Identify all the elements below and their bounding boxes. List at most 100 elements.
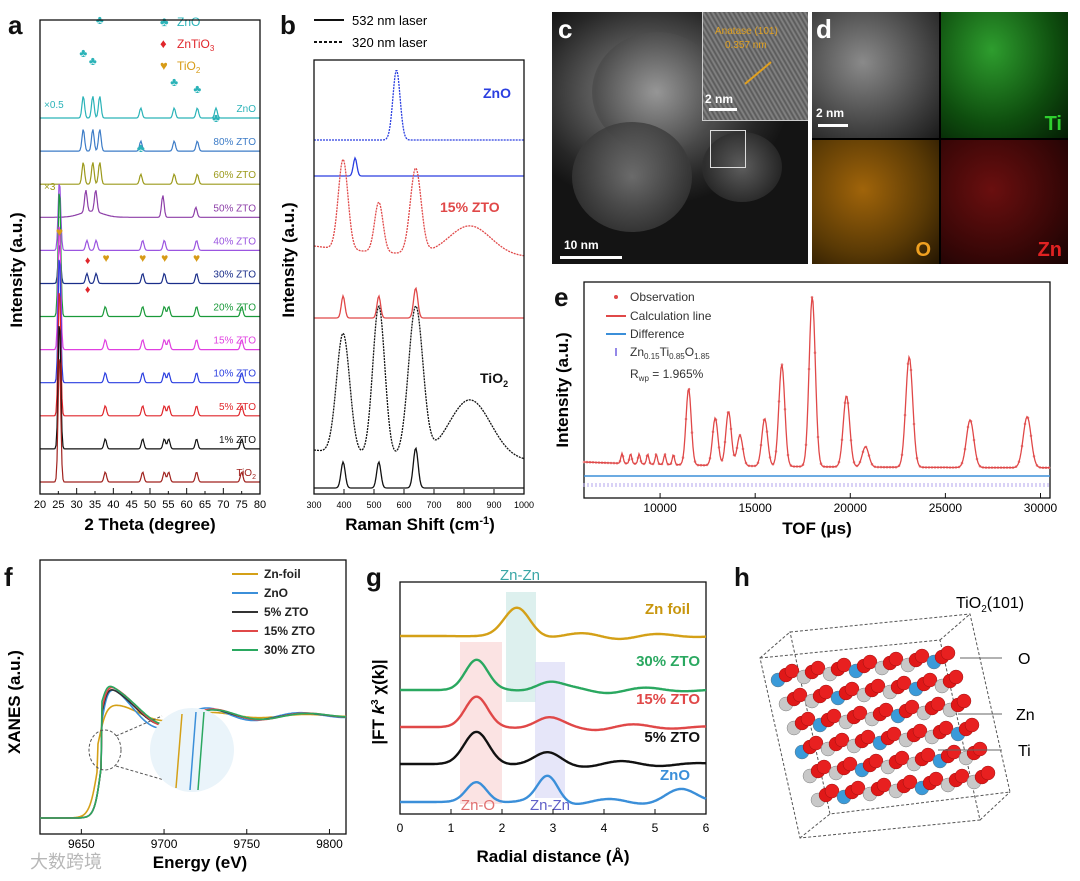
o-atom — [938, 720, 954, 736]
raman-frame — [313, 59, 525, 495]
panel-label-g: g — [366, 562, 382, 592]
xrd-curve-4 — [40, 183, 260, 251]
o-atom — [930, 696, 946, 712]
exafs-chart: Zn-Zn Zn foil 30% ZTO 15% ZTO 5% ZTO ZnO… — [369, 567, 710, 866]
legend-phase: Zn0.15Ti0.85O1.85 — [630, 345, 710, 361]
inset-spacing-label: 0.357 nm — [725, 40, 767, 51]
exafs-ticklabel-5: 5 — [652, 821, 659, 835]
tof-ylabel: Intensity (a.u.) — [553, 332, 572, 447]
o-atom — [826, 708, 842, 724]
xrd-label-3: 50% ZTO — [213, 203, 256, 214]
xrd-ticklabel-2: 30 — [71, 499, 83, 511]
o-atom — [850, 780, 866, 796]
zno-marker-6: ♣ — [212, 111, 220, 125]
watermark: 大数跨境 — [30, 852, 102, 872]
raman-ticklabel-0: 300 — [306, 500, 321, 510]
label-zn-zn-top: Zn-Zn — [500, 567, 540, 584]
inset-scale-label: 2 nm — [705, 92, 734, 106]
tof-ticklabel-3: 25000 — [929, 501, 963, 515]
o-atom — [824, 783, 840, 799]
raman-curve-1 — [314, 156, 524, 177]
exafs-ticklabel-3: 3 — [550, 821, 557, 835]
o-atom — [954, 768, 970, 784]
xrd-ticklabel-9: 65 — [199, 499, 211, 511]
xrd-curve-5 — [40, 243, 260, 285]
grain-bright-2 — [572, 122, 692, 232]
xrd-ticklabel-5: 45 — [126, 499, 138, 511]
xrd-ticklabel-4: 40 — [107, 499, 119, 511]
tof-ticklabel-0: 10000 — [643, 501, 677, 515]
o-atom — [834, 732, 850, 748]
panel-f: f Zn-foil ZnO 5% ZTO 15% ZTO 30% ZTO 9650 970… — [0, 552, 360, 876]
xrd-label-0: ZnO — [237, 104, 257, 115]
o-atom — [914, 648, 930, 664]
exafs-xlabel: Radial distance (Å) — [476, 847, 629, 866]
tof-xlabel: TOF (μs) — [782, 519, 852, 538]
xanes-legend-3: 15% ZTO — [264, 624, 315, 638]
zntio3-marker-1: ♦ — [85, 284, 91, 296]
o-atom — [844, 681, 860, 697]
o-atom — [860, 729, 876, 745]
xrd-label-9: 5% ZTO — [219, 402, 256, 413]
o-atom — [836, 657, 852, 673]
xrd-ticklabel-12: 80 — [254, 499, 266, 511]
tof-ticklabel-4: 30000 — [1024, 501, 1058, 515]
zoom-line-zno — [189, 711, 197, 791]
zoom-circle-small — [88, 729, 122, 771]
legend-difference: Difference — [630, 327, 685, 341]
raman-label-tio2: TiO2 — [480, 370, 508, 389]
cell-edge-3 — [979, 791, 1011, 821]
raman-ticklabel-2: 500 — [366, 500, 381, 510]
o-atom — [912, 723, 928, 739]
o-atom — [920, 747, 936, 763]
o-atom — [818, 684, 834, 700]
model-title: TiO2(101) — [956, 595, 1024, 615]
o-atom — [928, 771, 944, 787]
o-atom — [894, 750, 910, 766]
panel-label-a: a — [8, 10, 23, 40]
inset-scalebar — [709, 108, 737, 111]
tio2-marker-3: ♥ — [161, 251, 168, 265]
xrd-curve-11 — [40, 359, 260, 483]
tof-chart: Observation Calculation line Difference … — [553, 281, 1058, 538]
xrd-curve-2 — [40, 162, 260, 185]
rwp-annotation: Rwp = 1.965% — [630, 367, 704, 383]
tof-ticklabel-1: 15000 — [738, 501, 772, 515]
o-atom — [792, 687, 808, 703]
xanes-legend-4: 30% ZTO — [264, 643, 315, 657]
hrtem-inset: Anatase (101) 0.357 nm 2 nm — [702, 12, 808, 121]
o-atom — [808, 735, 824, 751]
raman-xlabel: Raman Shift (cm-1) — [345, 515, 495, 534]
xrd-label-5: 30% ZTO — [213, 270, 256, 281]
o-atom — [940, 645, 956, 661]
tio2-marker-4: ♥ — [193, 251, 200, 265]
xrd-ticklabel-8: 60 — [181, 499, 193, 511]
map-scalebar — [818, 124, 848, 127]
xrd-label-10: 1% ZTO — [219, 435, 256, 446]
cell-edge-2 — [939, 613, 971, 641]
xrd-ylabel: Intensity (a.u.) — [7, 212, 26, 327]
label-zn-o: Zn-O — [461, 797, 495, 814]
zno-marker-4: ♣ — [170, 75, 178, 89]
main-scalebar — [560, 256, 622, 259]
xanes-ticklabel-3: 9800 — [316, 837, 343, 851]
scale-note-three: ×3 — [44, 182, 56, 193]
panel-b: b 532 nm laser 320 nm laser ZnO 15% ZTO … — [270, 0, 540, 540]
atom-label-zn: Zn — [1016, 707, 1035, 724]
raman-ticklabel-7: 1000 — [514, 500, 534, 510]
raman-chart: 532 nm laser 320 nm laser ZnO 15% ZTO Ti… — [279, 13, 534, 534]
xanes-ticklabel-2: 9750 — [233, 837, 260, 851]
xrd-curve-9 — [40, 292, 260, 417]
xrd-label-8: 10% ZTO — [213, 369, 256, 380]
zoom-line-top — [115, 715, 163, 737]
crystal-model: TiO2(101) O Zn Ti — [759, 595, 1035, 839]
exafs-ticklabel-6: 6 — [703, 821, 710, 835]
cell-back — [789, 613, 1011, 815]
tof-calc-line — [584, 297, 1050, 469]
legend-tio2-label: TiO2 — [177, 59, 201, 75]
panel-h: h TiO2(101) O Zn Ti — [720, 552, 1080, 876]
zoom-line-znfoil — [175, 713, 183, 789]
exafs-curve-0 — [400, 606, 706, 641]
label-zn-zn-bottom: Zn-Zn — [530, 797, 570, 814]
exafs-curve-2 — [400, 695, 707, 732]
